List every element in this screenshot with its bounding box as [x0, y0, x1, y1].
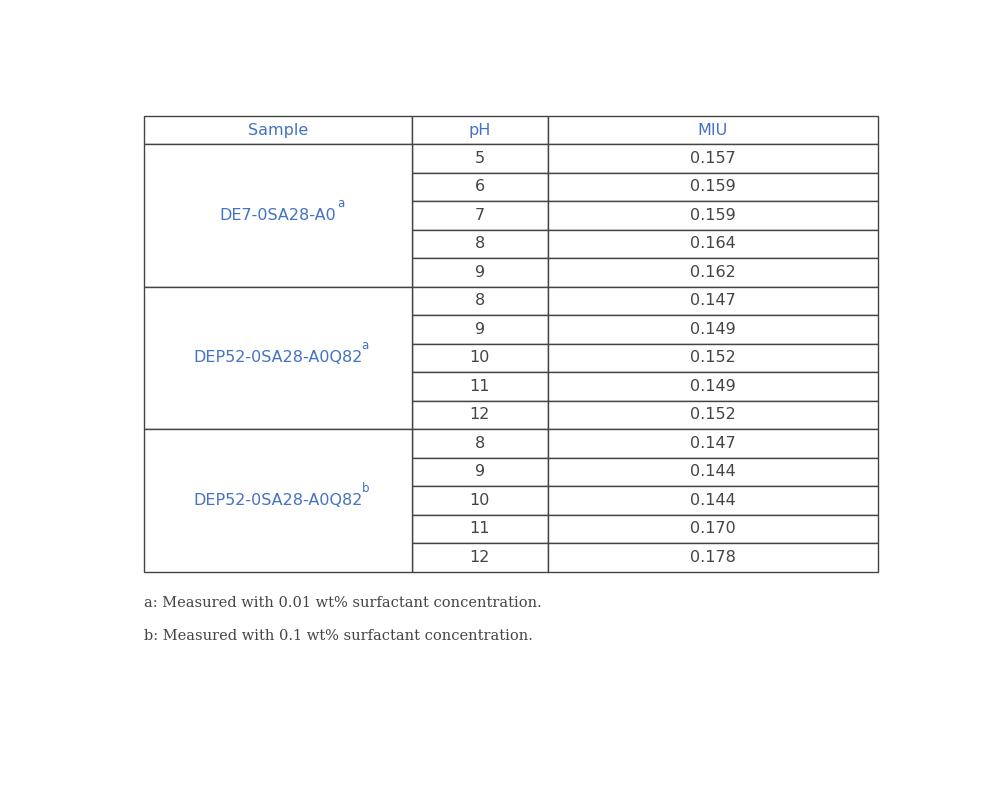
Bar: [412, 173, 547, 201]
Text: a: a: [337, 197, 344, 210]
Bar: [547, 458, 878, 486]
Text: 0.149: 0.149: [690, 322, 736, 337]
Text: 12: 12: [470, 407, 490, 422]
Bar: [547, 486, 878, 514]
Text: 12: 12: [470, 550, 490, 565]
Text: MIU: MIU: [698, 122, 728, 137]
Text: 0.159: 0.159: [690, 179, 736, 194]
Text: 0.147: 0.147: [690, 294, 736, 308]
Bar: [412, 230, 547, 258]
Text: 8: 8: [475, 237, 485, 252]
Text: 0.178: 0.178: [690, 550, 736, 565]
Text: 7: 7: [475, 208, 485, 223]
Text: b: b: [362, 482, 369, 495]
Text: a: Measured with 0.01 wt% surfactant concentration.: a: Measured with 0.01 wt% surfactant con…: [144, 596, 541, 610]
Bar: [547, 543, 878, 571]
Text: DEP52-0SA28-A0Q82: DEP52-0SA28-A0Q82: [193, 493, 363, 508]
Bar: [412, 201, 547, 230]
Text: 0.170: 0.170: [690, 522, 736, 537]
Text: 11: 11: [470, 379, 490, 394]
Bar: [412, 144, 547, 173]
Text: DEP52-0SA28-A0Q82: DEP52-0SA28-A0Q82: [193, 350, 363, 365]
Text: 8: 8: [475, 436, 485, 451]
Text: 0.157: 0.157: [690, 151, 736, 166]
Bar: [412, 458, 547, 486]
Bar: [547, 258, 878, 286]
Text: 0.144: 0.144: [690, 465, 736, 480]
Text: 11: 11: [470, 522, 490, 537]
Bar: [144, 286, 412, 429]
Bar: [412, 116, 547, 144]
Bar: [412, 543, 547, 571]
Text: 0.147: 0.147: [690, 436, 736, 451]
Text: 10: 10: [470, 493, 490, 508]
Bar: [144, 144, 412, 286]
Text: 0.152: 0.152: [690, 407, 736, 422]
Bar: [547, 286, 878, 315]
Bar: [412, 401, 547, 429]
Bar: [547, 344, 878, 372]
Text: 5: 5: [475, 151, 485, 166]
Bar: [144, 429, 412, 571]
Text: 9: 9: [475, 465, 485, 480]
Bar: [547, 514, 878, 543]
Bar: [547, 372, 878, 401]
Bar: [412, 258, 547, 286]
Text: 9: 9: [475, 322, 485, 337]
Text: 0.159: 0.159: [690, 208, 736, 223]
Bar: [547, 116, 878, 144]
Bar: [412, 429, 547, 458]
Bar: [412, 372, 547, 401]
Text: 6: 6: [475, 179, 485, 194]
Text: Sample: Sample: [248, 122, 308, 137]
Bar: [547, 230, 878, 258]
Text: 0.164: 0.164: [690, 237, 736, 252]
Text: 9: 9: [475, 265, 485, 280]
Bar: [412, 514, 547, 543]
Text: 8: 8: [475, 294, 485, 308]
Text: 0.144: 0.144: [690, 493, 736, 508]
Text: pH: pH: [469, 122, 491, 137]
Text: 0.152: 0.152: [690, 350, 736, 365]
Text: DE7-0SA28-A0: DE7-0SA28-A0: [219, 208, 336, 223]
Bar: [547, 315, 878, 344]
Bar: [412, 486, 547, 514]
Bar: [547, 429, 878, 458]
Text: 0.149: 0.149: [690, 379, 736, 394]
Bar: [412, 344, 547, 372]
Bar: [547, 144, 878, 173]
Text: 0.162: 0.162: [690, 265, 736, 280]
Text: a: a: [362, 339, 369, 353]
Text: 10: 10: [470, 350, 490, 365]
Bar: [547, 173, 878, 201]
Bar: [412, 315, 547, 344]
Bar: [547, 201, 878, 230]
Bar: [412, 286, 547, 315]
Bar: [547, 401, 878, 429]
Text: b: Measured with 0.1 wt% surfactant concentration.: b: Measured with 0.1 wt% surfactant conc…: [144, 630, 532, 643]
Bar: [144, 116, 412, 144]
